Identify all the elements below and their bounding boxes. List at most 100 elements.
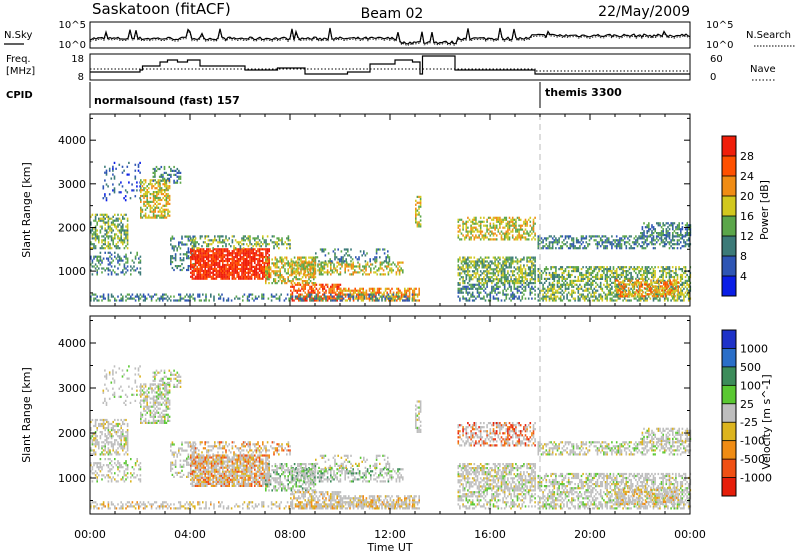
power-cell [470,226,472,229]
power-cell [334,248,336,251]
power-cell [163,171,166,174]
power-cell [362,299,364,302]
power-cell [212,267,214,270]
power-cell [154,167,156,171]
power-cell [670,275,672,279]
power-cell [155,165,158,169]
power-cell [673,275,676,279]
power-cell [418,201,420,204]
power-cell [238,267,240,270]
power-cell [120,239,122,242]
power-cell [126,229,129,232]
power-cell [233,269,235,272]
power-cell [618,289,620,292]
power-cell [521,268,524,271]
power-cell [463,236,466,239]
power-cell [612,281,615,284]
power-cell [148,202,150,205]
power-cell [457,295,460,298]
power-cell [210,271,213,274]
power-cell [228,258,230,261]
power-cell [233,273,235,276]
power-cell [676,241,679,244]
power-cell [625,245,628,248]
power-cell [534,256,536,259]
power-cell [630,247,632,250]
power-cell [419,225,422,228]
power-cell [511,272,514,275]
power-cell [527,218,530,221]
power-cell [625,277,628,280]
power-cell [518,234,520,237]
power-cell [130,273,132,276]
power-cell [683,271,685,275]
power-cell [112,239,114,242]
power-cell [684,241,687,244]
power-cell [346,293,348,296]
power-cell [526,280,528,283]
power-cell [635,297,637,300]
power-cell [209,250,211,253]
power-cell [341,291,344,294]
power-cell [160,179,163,182]
power-cell [308,278,310,281]
power-cell [631,241,634,244]
power-cell [619,241,621,244]
power-cell [159,185,161,188]
power-cell [146,216,148,219]
power-cell [305,258,307,261]
power-cell [567,235,570,238]
power-cell [679,291,682,294]
power-cell [304,265,306,268]
power-cell [473,285,476,288]
power-cell [511,260,514,263]
power-cell [210,265,213,268]
power-cell [465,297,468,300]
power-cell [123,169,125,172]
power-cell [258,256,261,259]
power-cell [633,287,636,290]
power-cell [152,193,155,196]
power-cell [524,282,527,285]
power-cell [236,259,238,263]
power-cell [619,273,621,277]
power-cell [159,179,161,182]
power-cell [590,273,592,277]
power-cell [352,261,354,264]
power-cell [587,279,589,282]
power-cell [633,247,636,250]
power-cell [174,169,177,172]
power-cell [377,248,379,251]
power-cell [390,267,393,270]
power-cell [255,273,258,276]
power-cell [378,269,380,272]
power-cell [502,272,504,275]
power-cell [524,236,527,239]
power-cell [357,293,360,296]
power-cell [246,267,248,270]
power-cell [662,275,664,279]
power-cell [483,234,485,237]
power-cell [415,219,417,222]
power-cell [606,241,608,244]
power-cell [178,175,180,178]
power-cell [198,261,200,265]
power-cell [402,261,404,264]
power-cell [529,289,532,292]
power-cell [408,289,411,292]
power-cell [218,265,221,268]
power-cell [279,276,281,279]
power-cell [407,289,409,292]
power-cell [634,281,636,284]
power-cell [644,239,647,242]
power-cell [418,223,420,226]
power-cell [503,276,506,279]
power-cell [202,261,205,265]
power-cell [327,252,330,255]
power-cell [470,220,472,223]
power-cell [484,236,487,239]
power-cell [164,194,166,198]
power-cell [323,287,326,290]
power-cell [624,291,627,294]
power-cell [360,291,363,294]
